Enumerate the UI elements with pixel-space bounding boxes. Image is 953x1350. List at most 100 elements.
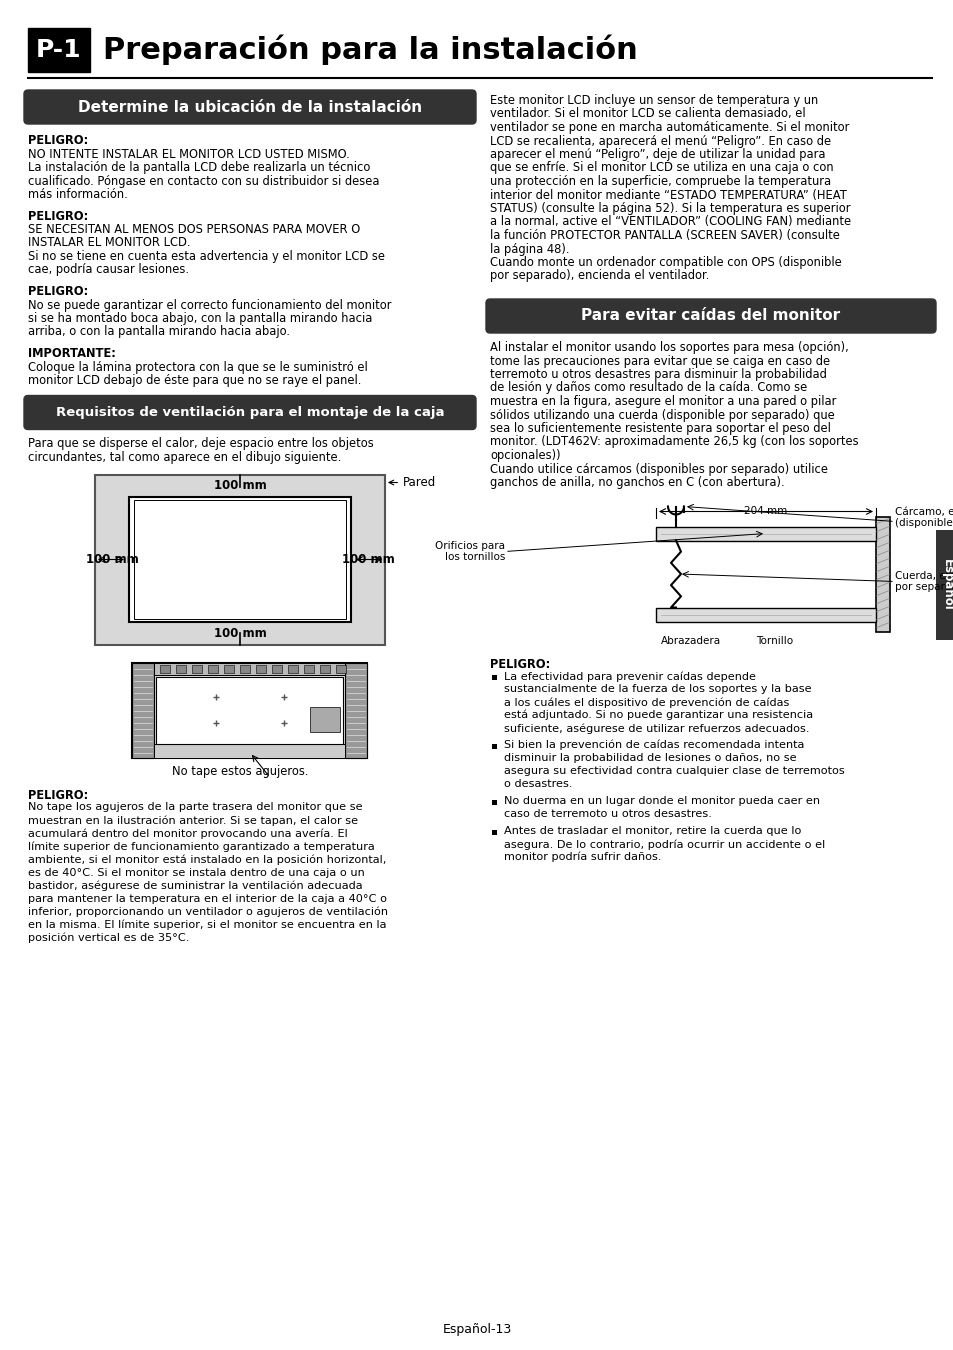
Text: Este monitor LCD incluye un sensor de temperatura y un: Este monitor LCD incluye un sensor de te… xyxy=(490,95,818,107)
Text: Cuando monte un ordenador compatible con OPS (disponible: Cuando monte un ordenador compatible con… xyxy=(490,256,841,269)
Text: No tape los agujeros de la parte trasera del monitor que se: No tape los agujeros de la parte trasera… xyxy=(28,802,362,813)
Text: de lesión y daños como resultado de la caída. Como se: de lesión y daños como resultado de la c… xyxy=(490,382,806,394)
Text: INSTALAR EL MONITOR LCD.: INSTALAR EL MONITOR LCD. xyxy=(28,236,191,250)
FancyBboxPatch shape xyxy=(24,396,476,429)
Bar xyxy=(492,744,497,749)
Text: a la normal, active el “VENTILADOR” (COOLING FAN) mediante: a la normal, active el “VENTILADOR” (COO… xyxy=(490,216,850,228)
Text: NO INTENTE INSTALAR EL MONITOR LCD USTED MISMO.: NO INTENTE INSTALAR EL MONITOR LCD USTED… xyxy=(28,147,350,161)
Text: No se puede garantizar el correcto funcionamiento del monitor: No se puede garantizar el correcto funci… xyxy=(28,298,391,312)
Text: una protección en la superficie, compruebe la temperatura: una protección en la superficie, comprue… xyxy=(490,176,830,188)
Text: suficiente, aségurese de utilizar refuerzos adecuados.: suficiente, aségurese de utilizar refuer… xyxy=(503,724,809,733)
Text: bastidor, aségurese de suministrar la ventilación adecuada: bastidor, aségurese de suministrar la ve… xyxy=(28,880,362,891)
Text: por separado), encienda el ventilador.: por separado), encienda el ventilador. xyxy=(490,270,709,282)
Text: que se enfríe. Si el monitor LCD se utiliza en una caja o con: que se enfríe. Si el monitor LCD se util… xyxy=(490,162,833,174)
Text: IMPORTANTE:: IMPORTANTE: xyxy=(28,347,115,360)
Text: PELIGRO:: PELIGRO: xyxy=(28,788,89,802)
Text: Preparación para la instalación: Preparación para la instalación xyxy=(103,35,638,65)
Bar xyxy=(320,664,330,672)
Text: sea lo suficientemente resistente para soportar el peso del: sea lo suficientemente resistente para s… xyxy=(490,423,830,435)
Text: LCD se recalienta, aparecerá el menú “Peligro”. En caso de: LCD se recalienta, aparecerá el menú “Pe… xyxy=(490,135,830,147)
Bar xyxy=(193,664,202,672)
Bar xyxy=(132,663,154,757)
Text: muestra en la figura, asegure el monitor a una pared o pilar: muestra en la figura, asegure el monitor… xyxy=(490,396,836,408)
Text: Coloque la lámina protectora con la que se le suministró el: Coloque la lámina protectora con la que … xyxy=(28,360,367,374)
Text: Abrazadera: Abrazadera xyxy=(660,636,720,647)
Bar xyxy=(209,664,218,672)
Text: PELIGRO:: PELIGRO: xyxy=(28,209,89,223)
Text: asegura su efectividad contra cualquier clase de terremotos: asegura su efectividad contra cualquier … xyxy=(503,765,843,776)
Text: La instalación de la pantalla LCD debe realizarla un técnico: La instalación de la pantalla LCD debe r… xyxy=(28,161,370,174)
Text: disminuir la probabilidad de lesiones o daños, no se: disminuir la probabilidad de lesiones o … xyxy=(503,753,796,763)
Bar xyxy=(160,664,171,672)
Bar xyxy=(156,676,343,744)
Text: en la misma. El límite superior, si el monitor se encuentra en la: en la misma. El límite superior, si el m… xyxy=(28,919,386,930)
FancyBboxPatch shape xyxy=(485,298,935,333)
Bar xyxy=(288,664,298,672)
Text: SE NECESITAN AL MENOS DOS PERSONAS PARA MOVER O: SE NECESITAN AL MENOS DOS PERSONAS PARA … xyxy=(28,223,360,236)
Text: Para que se disperse el calor, deje espacio entre los objetos: Para que se disperse el calor, deje espa… xyxy=(28,437,374,451)
Text: para mantener la temperatura en el interior de la caja a 40°C o: para mantener la temperatura en el inter… xyxy=(28,894,387,903)
Bar xyxy=(492,801,497,805)
Bar xyxy=(240,664,251,672)
Text: 100 mm: 100 mm xyxy=(213,479,266,491)
Text: Cuando utilice cárcamos (disponibles por separado) utilice: Cuando utilice cárcamos (disponibles por… xyxy=(490,463,827,475)
Text: Cárcamo, etc.
(disponible por separado): Cárcamo, etc. (disponible por separado) xyxy=(894,506,953,528)
Text: PELIGRO:: PELIGRO: xyxy=(490,657,550,671)
Text: la página 48).: la página 48). xyxy=(490,243,569,255)
Text: STATUS) (consulte la página 52). Si la temperatura es superior: STATUS) (consulte la página 52). Si la t… xyxy=(490,202,850,215)
Text: acumulará dentro del monitor provocando una avería. El: acumulará dentro del monitor provocando … xyxy=(28,829,348,838)
Bar xyxy=(656,608,875,621)
Text: Requisitos de ventilación para el montaje de la caja: Requisitos de ventilación para el montaj… xyxy=(55,406,444,418)
Text: terremoto u otros desastres para disminuir la probabilidad: terremoto u otros desastres para disminu… xyxy=(490,369,826,381)
Text: más información.: más información. xyxy=(28,188,128,201)
Text: 100 mm: 100 mm xyxy=(341,554,394,566)
Bar xyxy=(336,664,346,672)
Text: está adjuntado. Si no puede garantizar una resistencia: está adjuntado. Si no puede garantizar u… xyxy=(503,710,812,721)
Text: Orificios para
los tornillos: Orificios para los tornillos xyxy=(435,541,504,563)
Text: arriba, o con la pantalla mirando hacia abajo.: arriba, o con la pantalla mirando hacia … xyxy=(28,325,290,339)
Bar xyxy=(492,675,497,680)
Text: ambiente, si el monitor está instalado en la posición horizontal,: ambiente, si el monitor está instalado e… xyxy=(28,855,386,865)
Text: o desastres.: o desastres. xyxy=(503,779,572,788)
Text: muestran en la ilustración anterior. Si se tapan, el calor se: muestran en la ilustración anterior. Si … xyxy=(28,815,357,826)
Text: PELIGRO:: PELIGRO: xyxy=(28,285,89,298)
Bar xyxy=(28,28,90,72)
Text: monitor. (LDT462V: aproximadamente 26,5 kg (con los soportes: monitor. (LDT462V: aproximadamente 26,5 … xyxy=(490,436,858,448)
Bar xyxy=(176,664,186,672)
Text: cae, podría causar lesiones.: cae, podría causar lesiones. xyxy=(28,263,189,277)
Text: monitor podría sufrir daños.: monitor podría sufrir daños. xyxy=(503,852,660,863)
Text: No duerma en un lugar donde el monitor pueda caer en: No duerma en un lugar donde el monitor p… xyxy=(503,796,820,806)
Text: 100 mm: 100 mm xyxy=(86,554,138,566)
Bar xyxy=(492,830,497,836)
Bar xyxy=(273,664,282,672)
Text: monitor LCD debajo de éste para que no se raye el panel.: monitor LCD debajo de éste para que no s… xyxy=(28,374,361,387)
Text: ventilador se pone en marcha automáticamente. Si el monitor: ventilador se pone en marcha automáticam… xyxy=(490,122,848,134)
Bar xyxy=(129,497,351,622)
Text: inferior, proporcionando un ventilador o agujeros de ventilación: inferior, proporcionando un ventilador o… xyxy=(28,906,388,917)
Text: caso de terremoto u otros desastres.: caso de terremoto u otros desastres. xyxy=(503,809,711,819)
Text: sólidos utilizando una cuerda (disponible por separado) que: sólidos utilizando una cuerda (disponibl… xyxy=(490,409,834,421)
Text: PELIGRO:: PELIGRO: xyxy=(28,134,89,147)
Text: a los cuáles el dispositivo de prevención de caídas: a los cuáles el dispositivo de prevenció… xyxy=(503,697,788,707)
Text: asegura. De lo contrario, podría ocurrir un accidente o el: asegura. De lo contrario, podría ocurrir… xyxy=(503,838,824,849)
Text: Tornillo: Tornillo xyxy=(755,636,792,647)
Bar xyxy=(935,531,953,640)
Bar xyxy=(132,663,367,757)
Bar xyxy=(224,664,234,672)
Text: si se ha montado boca abajo, con la pantalla mirando hacia: si se ha montado boca abajo, con la pant… xyxy=(28,312,372,325)
Bar xyxy=(154,663,345,675)
Text: posición vertical es de 35°C.: posición vertical es de 35°C. xyxy=(28,933,190,944)
Text: ganchos de anilla, no ganchos en C (con abertura).: ganchos de anilla, no ganchos en C (con … xyxy=(490,477,783,489)
Text: Si bien la prevención de caídas recomendada intenta: Si bien la prevención de caídas recomend… xyxy=(503,740,803,751)
Bar xyxy=(154,744,345,757)
Text: Español-13: Español-13 xyxy=(442,1323,511,1336)
Text: Al instalar el monitor usando los soportes para mesa (opción),: Al instalar el monitor usando los soport… xyxy=(490,342,848,354)
Text: es de 40°C. Si el monitor se instala dentro de una caja o un: es de 40°C. Si el monitor se instala den… xyxy=(28,868,364,878)
Text: tome las precauciones para evitar que se caiga en caso de: tome las precauciones para evitar que se… xyxy=(490,355,829,367)
Text: límite superior de funcionamiento garantizado a temperatura: límite superior de funcionamiento garant… xyxy=(28,841,375,852)
Text: Antes de trasladar el monitor, retire la cuerda que lo: Antes de trasladar el monitor, retire la… xyxy=(503,826,801,836)
Text: Cuerda, etc. (disponible
por separado): Cuerda, etc. (disponible por separado) xyxy=(894,571,953,593)
Text: Determine la ubicación de la instalación: Determine la ubicación de la instalación xyxy=(78,100,421,115)
FancyBboxPatch shape xyxy=(24,90,476,124)
Text: sustancialmente de la fuerza de los soportes y la base: sustancialmente de la fuerza de los sopo… xyxy=(503,684,811,694)
